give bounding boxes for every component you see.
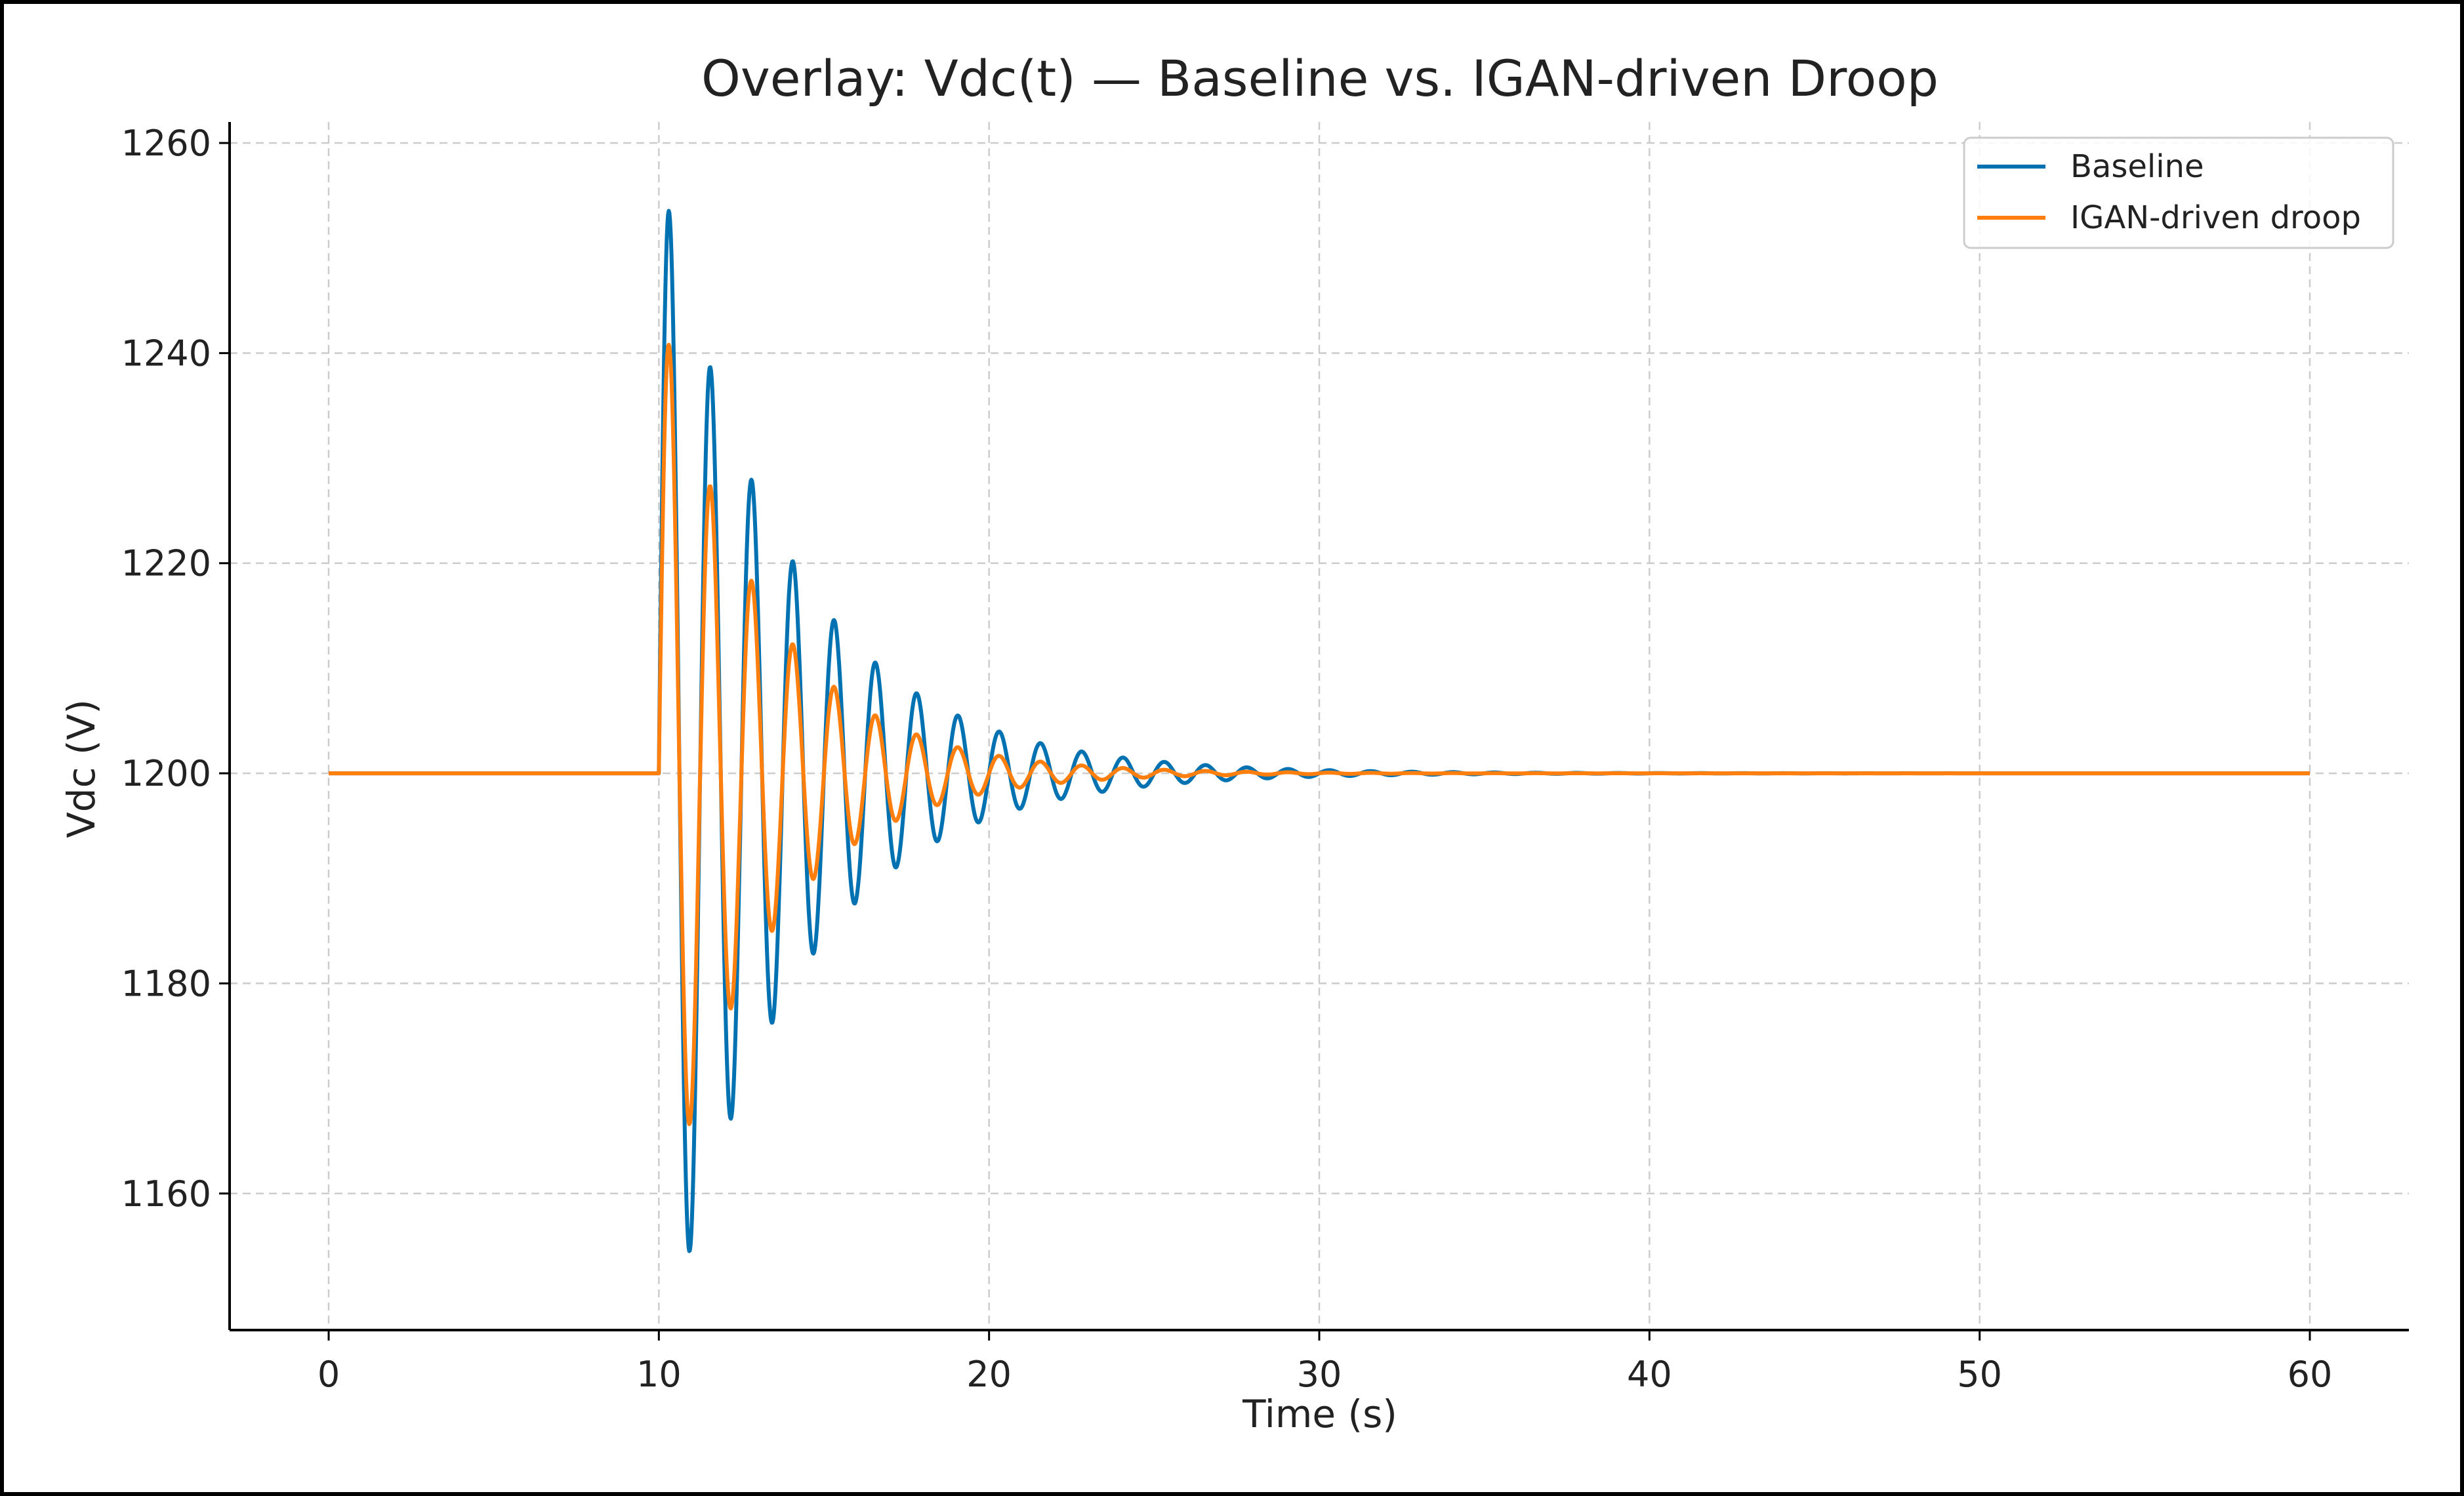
y-tick-label: 1220	[121, 543, 211, 584]
y-tick-label: 1240	[121, 333, 211, 374]
legend-box	[1963, 136, 2394, 249]
y-tick-label: 1260	[121, 123, 211, 164]
x-tick-label: 0	[318, 1354, 340, 1395]
line-chart: 0 10 20 30 40 50 60 1160 1180 1200 1220 1240 1260 Ov…	[59, 49, 2409, 1436]
x-tick-label: 40	[1627, 1354, 1672, 1395]
ticks-layer: 0 10 20 30 40 50 60 1160 1180 1200 1220 1240 1260	[121, 123, 2333, 1395]
legend-label-igan-droop: IGAN-driven droop	[2070, 199, 2361, 236]
grid-layer	[230, 122, 2409, 1330]
x-tick-label: 50	[1957, 1354, 2002, 1395]
legend-label-baseline: Baseline	[2070, 148, 2204, 185]
y-tick-label: 1160	[121, 1173, 211, 1215]
y-axis-label: Vdc (V)	[59, 699, 104, 838]
chart-title: Overlay: Vdc(t) — Baseline vs. IGAN-driv…	[701, 49, 1939, 108]
x-axis-label: Time (s)	[1242, 1392, 1397, 1436]
x-tick-label: 10	[636, 1354, 682, 1395]
y-tick-label: 1180	[121, 963, 211, 1004]
x-tick-label: 20	[966, 1354, 1012, 1395]
x-tick-label: 60	[2288, 1354, 2333, 1395]
series-line-igan-droop	[327, 342, 2311, 1126]
series-layer	[327, 209, 2311, 1253]
y-tick-label: 1200	[121, 753, 211, 794]
legend: Baseline IGAN-driven droop	[1963, 136, 2394, 249]
x-tick-label: 30	[1297, 1354, 1342, 1395]
